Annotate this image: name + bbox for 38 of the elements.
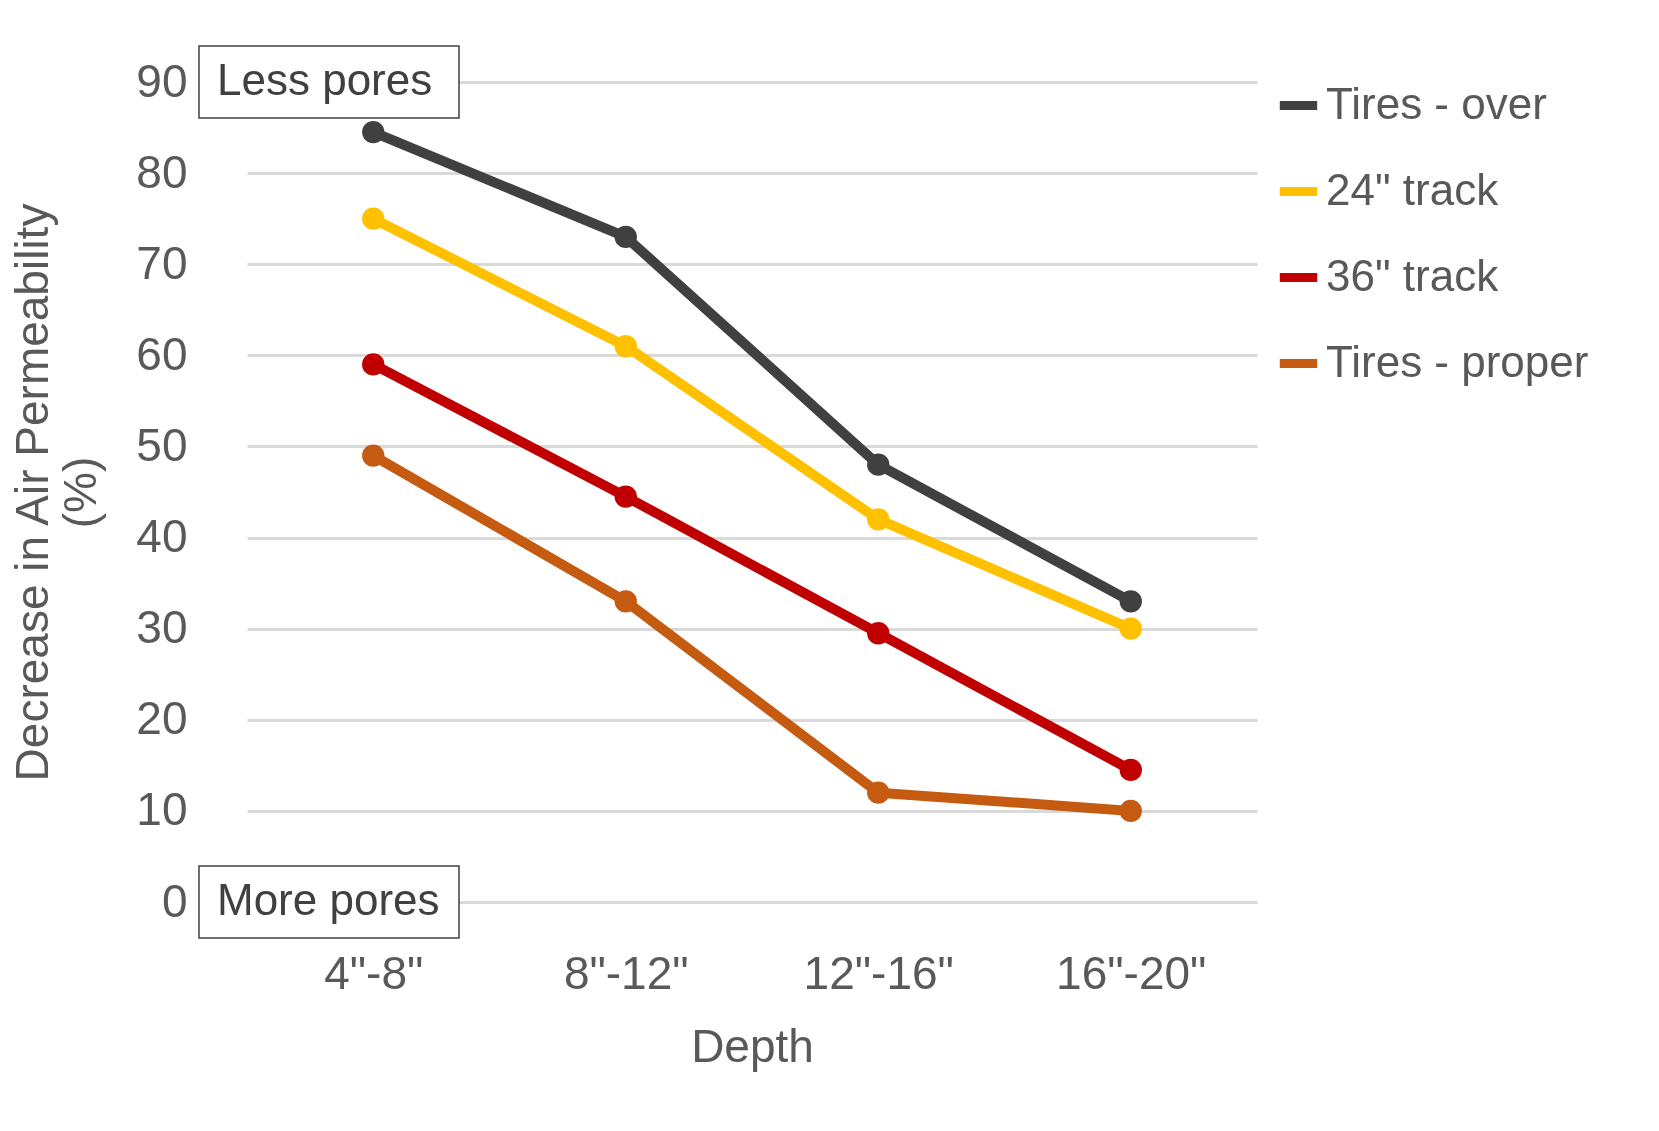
point	[362, 207, 385, 230]
x-tick-label: 8"-12"	[563, 946, 689, 999]
y-tick-label: 30	[136, 601, 188, 654]
point	[1119, 617, 1142, 640]
x-tick-label: 4"-8"	[324, 946, 424, 999]
point	[362, 444, 385, 467]
point	[867, 453, 890, 476]
point	[867, 622, 890, 645]
x-tick-label: 16"-20"	[1056, 946, 1207, 999]
y-tick-label: 0	[161, 874, 188, 927]
point	[1119, 590, 1142, 613]
point	[867, 781, 890, 804]
point	[1119, 758, 1142, 782]
point	[1119, 799, 1142, 823]
y-axis-title: Decrease in Air Permeability (%)	[6, 203, 107, 782]
annotation: More pores	[217, 875, 440, 924]
y-tick-label: 90	[136, 54, 188, 107]
y-tick-label: 70	[136, 236, 188, 289]
point	[867, 508, 890, 531]
legend-label: Tires - proper	[1326, 336, 1589, 386]
y-tick-label: 40	[136, 510, 188, 563]
y-tick-label: 10	[136, 783, 188, 836]
point	[614, 335, 637, 358]
point	[614, 590, 637, 613]
point	[362, 120, 385, 144]
y-tick-label: 50	[136, 418, 188, 471]
legend-label: Tires - over	[1326, 78, 1547, 128]
legend-label: 24" track	[1326, 164, 1500, 214]
legend-label: 36" track	[1326, 250, 1500, 300]
y-tick-label: 60	[136, 327, 188, 380]
point	[362, 353, 385, 376]
point	[614, 485, 637, 508]
y-tick-label: 20	[136, 692, 188, 745]
y-tick-label: 80	[136, 145, 188, 198]
annotation: Less pores	[217, 55, 433, 104]
x-tick-label: 12"-16"	[803, 946, 954, 999]
x-axis-title: Depth	[691, 1019, 814, 1072]
point	[614, 225, 637, 249]
